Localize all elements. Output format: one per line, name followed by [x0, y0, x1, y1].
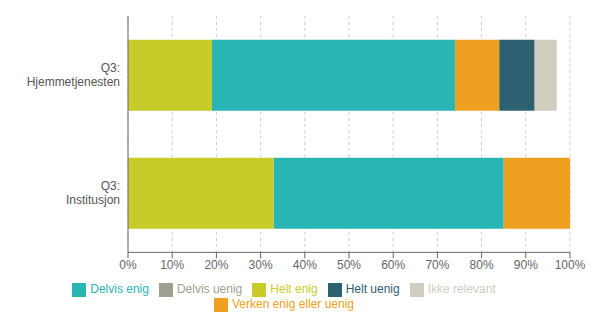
- svg-text:10%: 10%: [160, 258, 184, 272]
- svg-text:20%: 20%: [204, 258, 228, 272]
- svg-text:90%: 90%: [514, 258, 538, 272]
- svg-text:40%: 40%: [293, 258, 317, 272]
- svg-text:100%: 100%: [555, 258, 586, 272]
- html-text:Delvis uenig: Delvis uenig: [176, 282, 243, 297]
- html-text:Helt uenig: Helt uenig: [345, 282, 400, 297]
- svg-text:80%: 80%: [470, 258, 494, 272]
- svg-text:50%: 50%: [337, 258, 361, 272]
- svg-text:30%: 30%: [249, 258, 273, 272]
- html-text:Helt enig: Helt enig: [270, 282, 318, 297]
- svg-text:60%: 60%: [381, 258, 405, 272]
- svg-text:70%: 70%: [425, 258, 449, 272]
- html-text:Ikke relevant: Ikke relevant: [427, 282, 496, 297]
- svg-text:0%: 0%: [119, 258, 137, 272]
- html-text:Verken enig eller uenig: Verken enig eller uenig: [232, 297, 354, 312]
- svg-text:Q3:Institusjon: Q3:Institusjon: [66, 179, 120, 207]
- svg-text:Q3:Hjemmetjenesten: Q3:Hjemmetjenesten: [27, 61, 120, 89]
- html-text:Delvis enig: Delvis enig: [90, 282, 149, 297]
